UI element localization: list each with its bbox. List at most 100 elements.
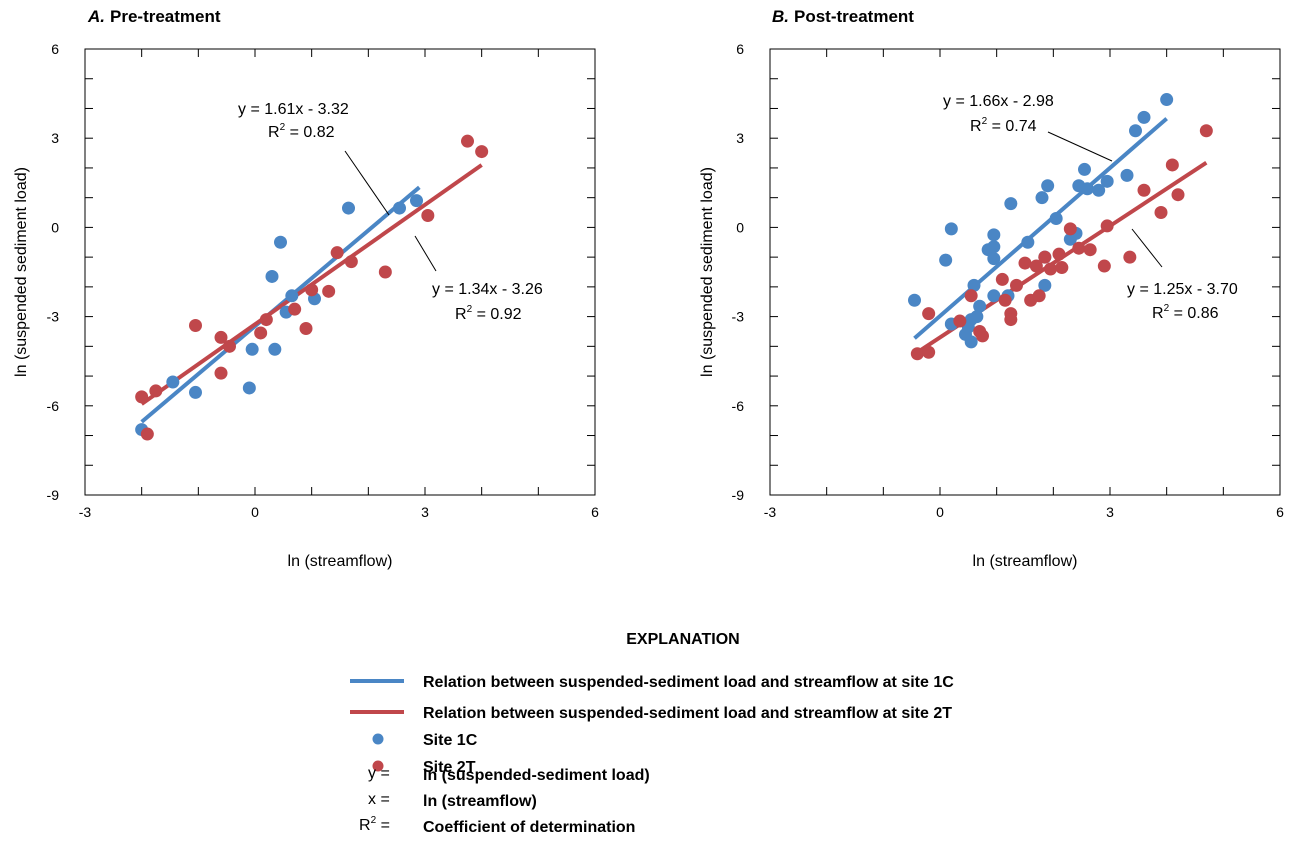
panel-b-point-site-2t [1097,259,1111,273]
legend-label-site-1c: Site 1C [423,732,478,749]
panel-b-y-tick-label: 0 [736,219,744,235]
panel-a-tick-labels: -3 0 3 6 -9 -6 -3 0 3 6 [47,41,600,520]
panel-b-point-site-1c [1078,162,1091,176]
panel-a-1c-r2: R2 = 0.82 [268,122,335,141]
panel-b-y-tick-label: -9 [732,487,745,503]
panel-b-point-site-2t [976,329,989,343]
panel-b-point-site-2t [1052,247,1066,261]
panel-a-point-site-1c [166,375,180,389]
panel-b-fit-line-site-1c [913,117,1168,340]
panel-b-point-site-2t [1137,183,1151,197]
panel-a-point-site-2t [305,283,319,297]
panel-b-point-site-1c [1092,183,1106,197]
panel-a-x-tick-label: 0 [251,504,259,520]
panel-a-point-site-1c [242,381,256,395]
panel-a-point-site-1c [245,342,259,356]
panel-b-2t-equation: y = 1.25x - 3.70 [1127,281,1238,298]
panel-b-point-site-1c [987,228,1001,242]
panel-a-axis-ticks [84,48,596,496]
panel-b-x-tick-label: 6 [1276,504,1284,520]
panel-a-point-site-2t [378,265,392,279]
panel-a-point-site-2t [421,209,435,223]
panel-b-point-site-1c [970,310,984,324]
panel-b-point-site-2t [1032,289,1046,303]
panel-a-2t-leader-line [414,235,437,272]
panel-b-point-site-2t [922,345,936,359]
panel-b-y-tick-label: 6 [736,41,744,57]
panel-b-x-tick-label: -3 [764,504,777,520]
panel-b-points [908,93,1213,361]
panel-b-plot-frame [769,48,1281,496]
panel-b-axis-ticks [769,48,1281,496]
panel-b-point-site-2t [995,272,1009,286]
panel-a-point-site-2t [214,366,228,380]
panel-b-point-site-2t [998,293,1012,307]
panel-a-point-site-2t [322,284,336,298]
legend-label-r2-definition: Coefficient of determination [423,819,635,836]
panel-a-point-site-2t [254,326,268,340]
panel-b-point-site-1c [1004,197,1018,211]
panel-a-point-site-2t [140,427,154,441]
panel-b-point-site-1c [1137,110,1151,124]
panel-a-y-tick-label: 3 [51,130,59,146]
legend-label-site-2t: Site 2T [423,759,476,776]
panel-b-y-tick-label: -6 [732,398,745,414]
panel-b-point-site-2t [1018,256,1032,270]
panel-b-x-axis-label: ln (streamflow) [973,553,1078,570]
panel-b-1c-leader-line [1047,131,1113,162]
panel-b-2t-leader-line [1131,228,1163,268]
panel-b-point-site-1c [1035,191,1049,205]
panel-b-point-site-1c [944,222,958,236]
legend-dot-site-2t [372,760,384,772]
panel-b-point-site-2t [1010,278,1023,292]
legend-dot-site-1c [372,733,384,745]
legend-label-relation-1c: Relation between suspended-sediment load… [423,674,954,691]
panel-a-y-tick-label: 0 [51,219,59,235]
panel-a-point-site-1c [393,201,406,215]
panel-b-point-site-1c [1160,93,1174,107]
panel-b-point-site-2t [922,307,936,321]
panel-a-1c-equation: y = 1.61x - 3.32 [238,101,349,118]
panel-b-point-site-1c [1080,182,1094,196]
panel-a-point-site-2t [461,134,474,148]
panel-a-point-site-1c [274,235,287,249]
panel-b-point-site-1c [987,289,1001,303]
panel-a-point-site-1c [342,201,355,215]
panel-b-y-tick-label: 3 [736,130,744,146]
panel-b-x-tick-label: 3 [1106,504,1114,520]
explanation-legend: EXPLANATION Relation between suspended-s… [350,631,954,836]
panel-a-point-site-2t [214,330,228,344]
panel-b-point-site-2t [1038,250,1052,264]
panel-a-y-tick-label: -6 [47,398,60,414]
panel-b-point-site-2t [1100,219,1114,233]
panel-a-point-site-2t [223,339,236,353]
panel-b-point-site-1c [1049,211,1063,225]
panel-b-point-site-2t [1063,222,1077,236]
panel-b-point-site-1c [1038,278,1052,292]
panel-b-point-site-2t [953,314,967,328]
panel-b-point-site-2t [1165,158,1179,172]
panel-a-title: A. Pre-treatment [87,7,221,26]
panel-b-point-site-1c [1120,168,1134,182]
panel-b-2t-r2: R2 = 0.86 [1152,303,1219,322]
panel-b-point-site-1c [1021,235,1035,249]
panel-b-point-site-2t [1154,206,1168,220]
panel-b-point-site-1c [1100,174,1114,188]
panel-a-1c-leader-line [344,150,390,216]
panel-b-point-site-1c [964,335,978,349]
panel-b-point-site-2t [1029,259,1043,273]
panel-a-y-tick-label: -3 [47,309,60,325]
legend-symbol-r2: R2 = [359,815,390,834]
panel-b-point-site-1c [973,299,987,313]
panel-a-point-site-2t [135,390,149,404]
panel-a-plot-frame [84,48,596,496]
panel-a-y-tick-label: 6 [51,41,59,57]
panel-b: B. Post-treatment -3 0 3 6 -9 -6 -3 0 3 6 ln (stre… [699,7,1284,570]
panel-a-point-site-2t [299,321,313,335]
panel-b-point-site-2t [964,289,978,303]
panel-a-point-site-1c [410,194,423,208]
panel-b-y-tick-label: -3 [732,309,745,325]
panel-a-x-tick-label: -3 [79,504,92,520]
panel-a-point-site-2t [344,255,358,269]
